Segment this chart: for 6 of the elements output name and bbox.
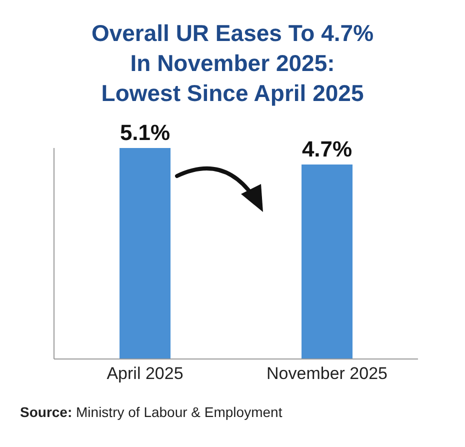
chart-title: Overall UR Eases To 4.7% In November 2025: Lowest Since April 2025 xyxy=(90,19,375,108)
source-note: Source: Ministry of Labour & Employment xyxy=(20,404,282,420)
x-tick-label: November 2025 xyxy=(266,364,388,384)
data-label: 4.7% xyxy=(302,136,352,162)
x-tick-label: April 2025 xyxy=(106,364,184,384)
data-label: 5.1% xyxy=(120,120,170,145)
